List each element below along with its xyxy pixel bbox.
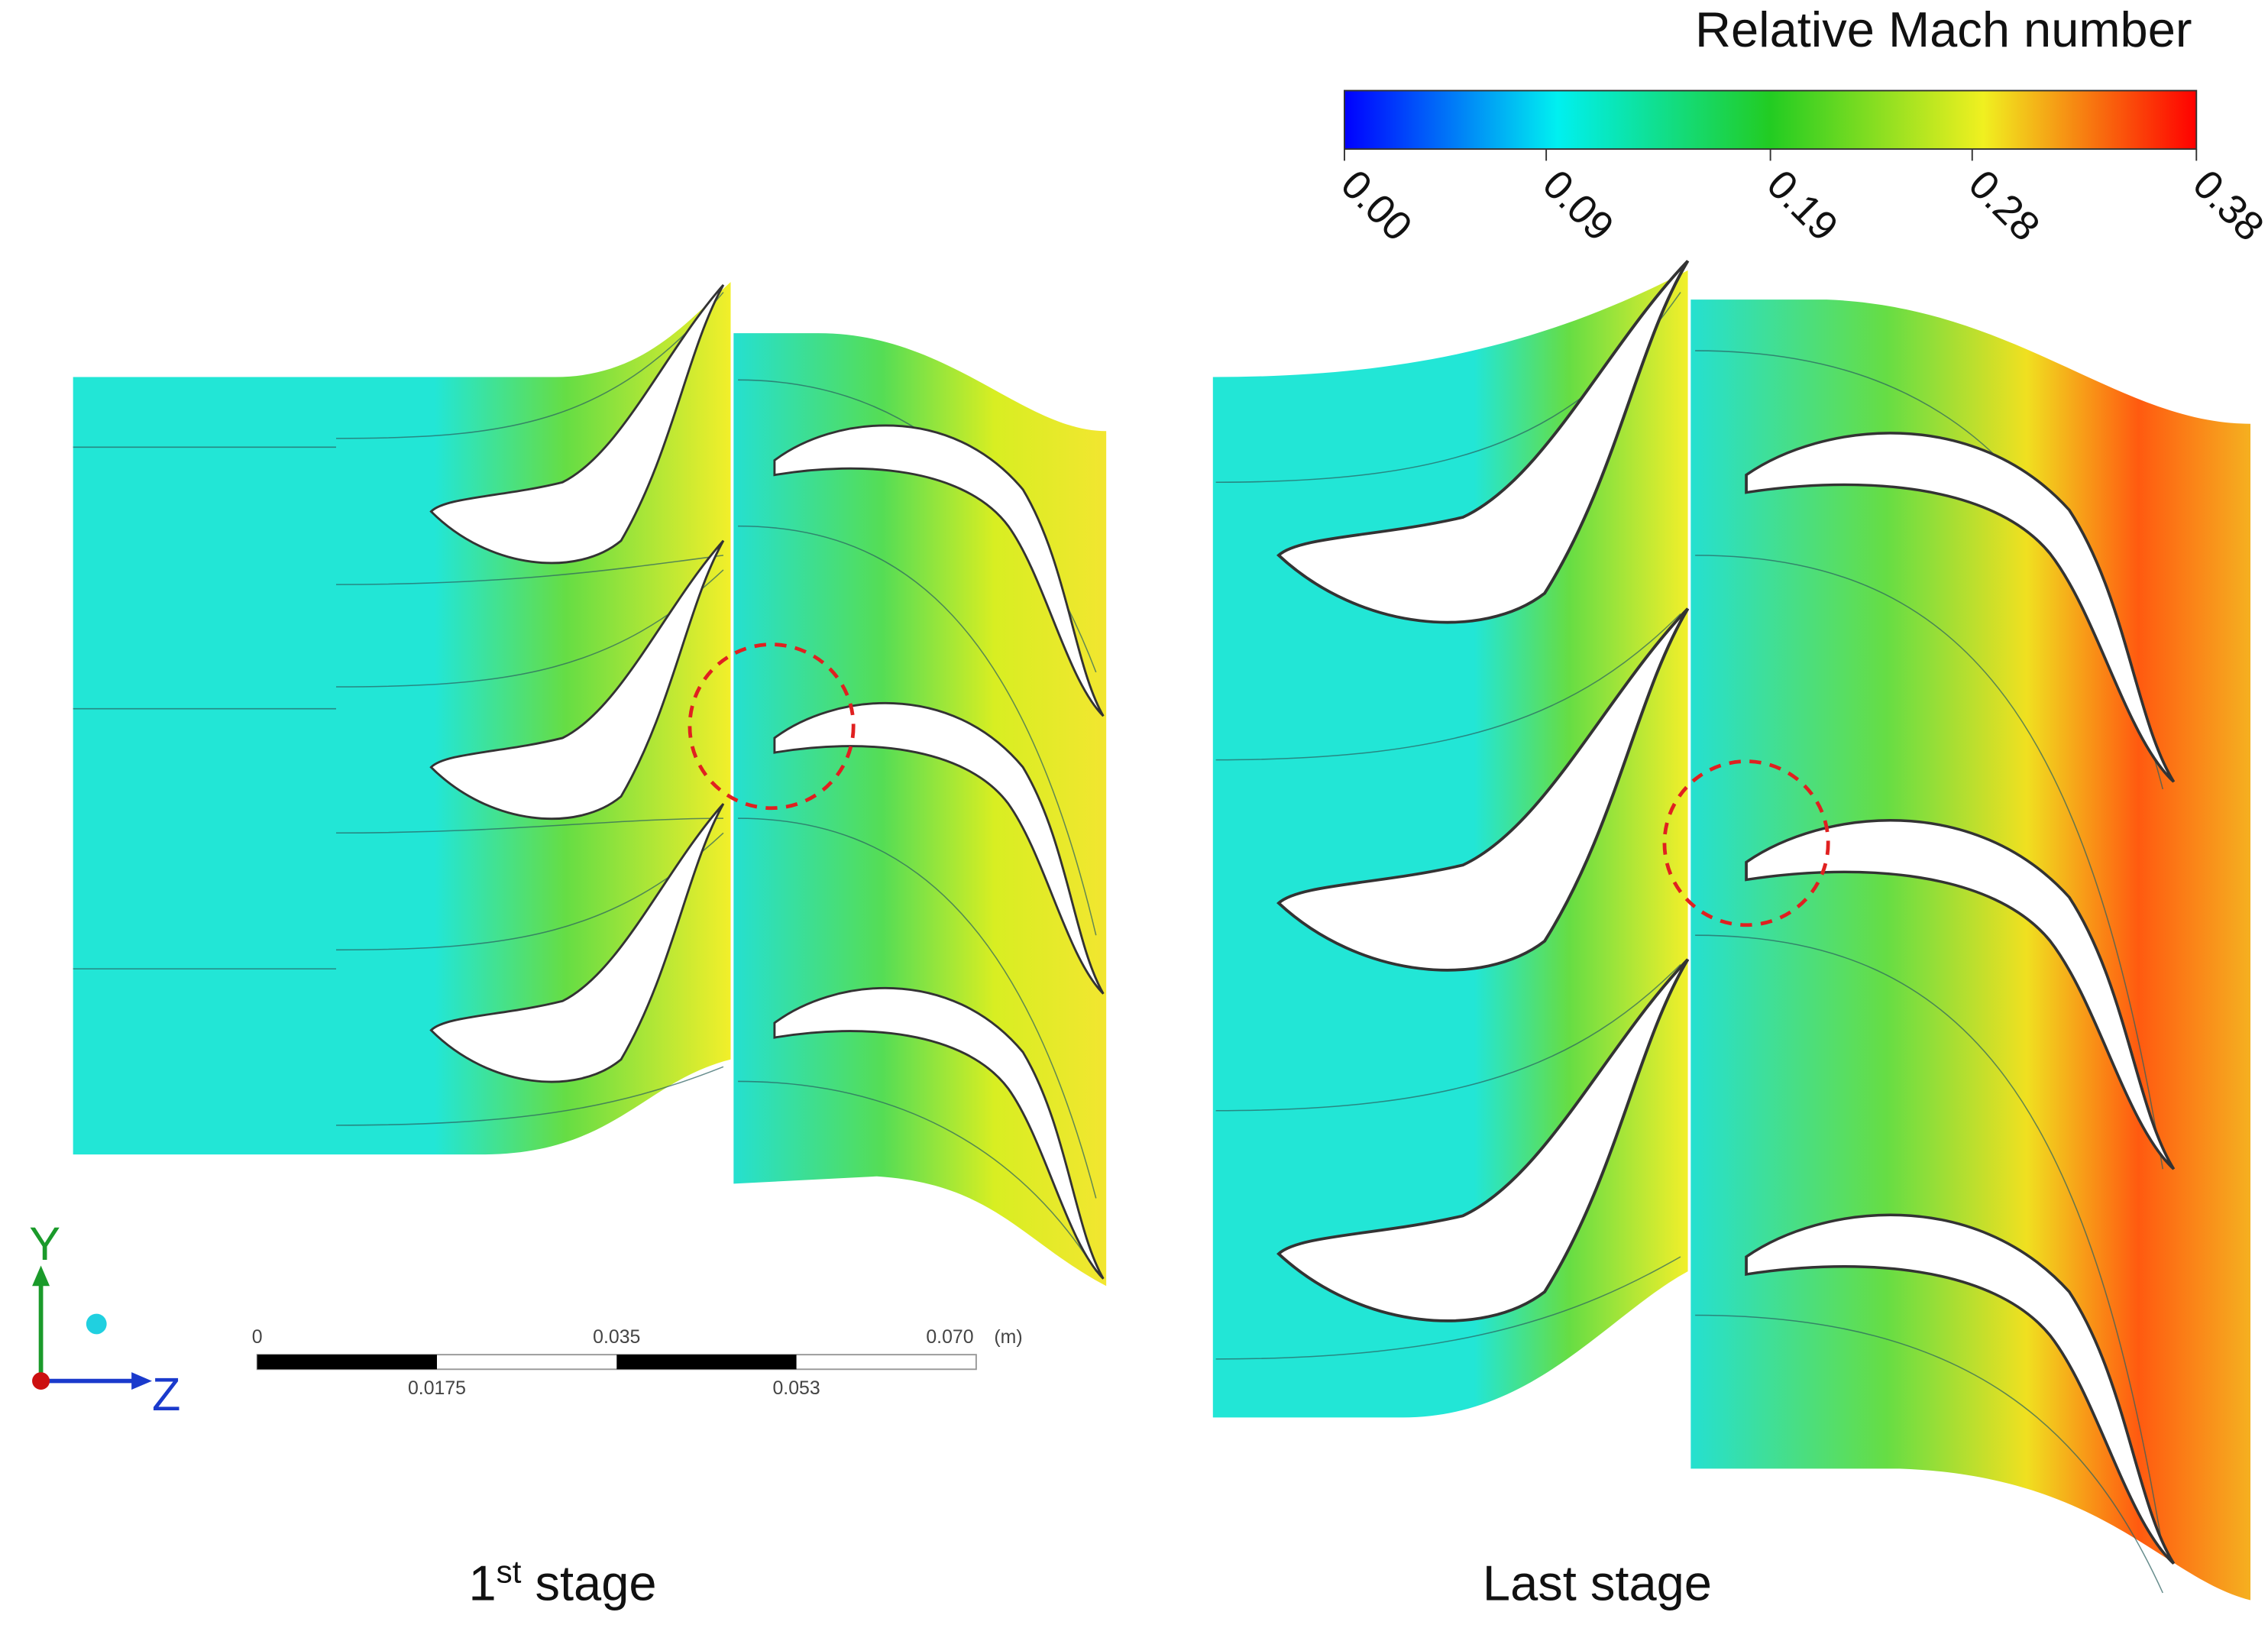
caption-text: stage [521, 1555, 656, 1610]
scale-label: 0.035 [593, 1326, 640, 1348]
caption: 1st stage [468, 1554, 656, 1611]
scale-label: 0.070 [926, 1326, 973, 1348]
highlight-circle [688, 643, 856, 811]
scale-bar-segment [257, 1355, 437, 1370]
y-axis-label: Y [29, 1218, 60, 1270]
x-axis-dot [86, 1313, 107, 1335]
arrowhead [131, 1372, 152, 1390]
colorbar [1344, 89, 2198, 151]
scale-unit: (m) [994, 1326, 1022, 1348]
colorbar-tick-label: 0.09 [1534, 162, 1622, 250]
z-axis-label: Z [152, 1368, 180, 1420]
arrowhead [32, 1265, 50, 1287]
colorbar-title: Relative Mach number [1695, 2, 2192, 57]
caption-superscript: st [497, 1554, 522, 1590]
colorbar-tick-label: 0.28 [1960, 162, 2048, 250]
colorbar-ticks: 0.00 0.09 0.19 0.28 0.38 [1332, 149, 2268, 250]
colorbar-tick-label: 0.19 [1758, 162, 1846, 250]
colorbar-tick-label: 0.38 [2184, 162, 2268, 250]
scale-label: 0.0175 [408, 1377, 466, 1399]
caption-number: 1 [468, 1555, 496, 1610]
scale-bar-segment [616, 1355, 797, 1370]
origin [32, 1372, 50, 1390]
colorbar-tick-label: 0.00 [1332, 162, 1420, 250]
scale-label: 0 [252, 1326, 263, 1348]
scale-label: 0.053 [772, 1377, 820, 1399]
caption: Last stage [1483, 1555, 1712, 1610]
highlight-circle [1662, 759, 1830, 927]
